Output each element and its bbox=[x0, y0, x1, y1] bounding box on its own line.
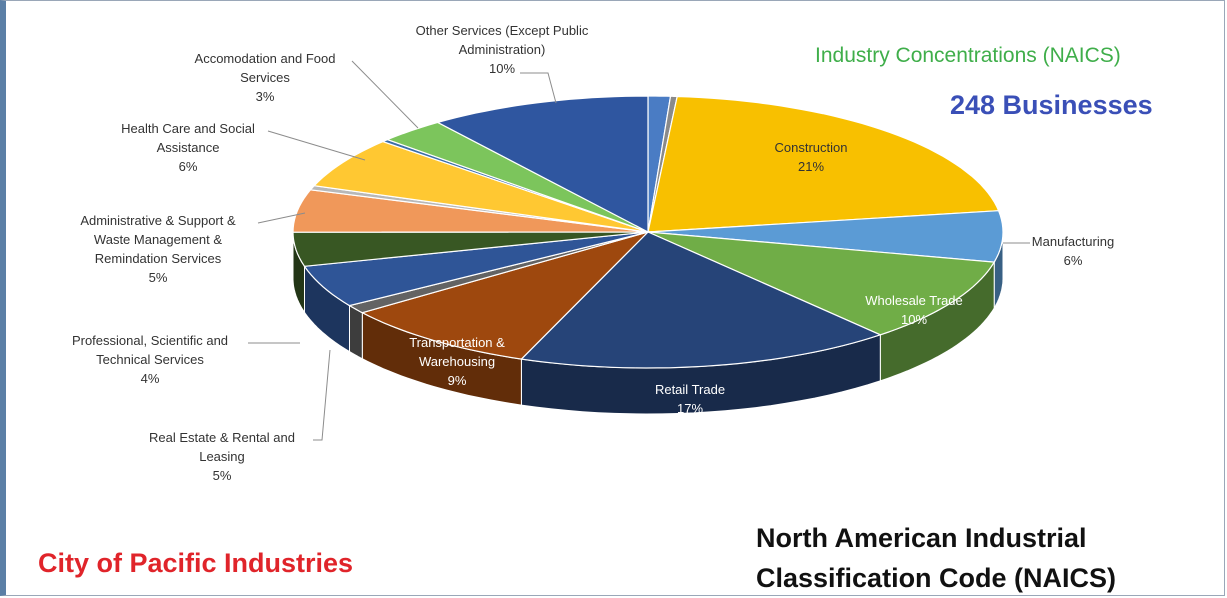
label-accomodation-food-line-1: Accomodation and Food bbox=[195, 51, 336, 66]
label-administrative-support-line-1: Administrative & Support & bbox=[80, 213, 236, 228]
label-other-services-line-2: Administration) bbox=[459, 42, 546, 57]
label-other-services-line-1: Other Services (Except Public bbox=[416, 23, 589, 38]
leader-line-accommodation bbox=[352, 61, 418, 128]
label-wholesale-trade-line-2: 10% bbox=[901, 312, 927, 327]
naics-heading-line2: Classification Code (NAICS) bbox=[756, 558, 1116, 598]
label-professional-services-line-3: 4% bbox=[141, 371, 160, 386]
label-wholesale-trade-line-1: Wholesale Trade bbox=[865, 293, 963, 308]
label-administrative-support-line-4: 5% bbox=[149, 270, 168, 285]
label-administrative-support-line-2: Waste Management & bbox=[94, 232, 222, 247]
label-retail-trade-line-1: Retail Trade bbox=[655, 382, 725, 397]
label-other-services-line-3: 10% bbox=[489, 61, 515, 76]
label-real-estate: Real Estate & Rental and Leasing 5% bbox=[149, 430, 295, 483]
pie-top-faces bbox=[293, 96, 1003, 368]
label-accomodation-food: Accomodation and Food Services 3% bbox=[195, 51, 336, 104]
label-transportation-warehousing-line-3: 9% bbox=[448, 373, 467, 388]
label-manufacturing-line-2: 6% bbox=[1064, 253, 1083, 268]
label-professional-services: Professional, Scientific and Technical Se… bbox=[72, 333, 228, 386]
label-real-estate-line-1: Real Estate & Rental and bbox=[149, 430, 295, 445]
leader-line-health bbox=[268, 131, 365, 160]
side-wall-minor-7 bbox=[350, 306, 363, 359]
label-real-estate-line-3: 5% bbox=[213, 468, 232, 483]
business-count-heading: 248 Businesses bbox=[950, 90, 1153, 121]
leader-line-other bbox=[520, 73, 556, 103]
city-industries-heading: City of Pacific Industries bbox=[38, 548, 353, 579]
label-other-services: Other Services (Except Public Administrat… bbox=[416, 23, 589, 76]
label-administrative-support-line-3: Remindation Services bbox=[95, 251, 222, 266]
label-professional-services-line-1: Professional, Scientific and bbox=[72, 333, 228, 348]
label-transportation-warehousing-line-2: Warehousing bbox=[419, 354, 495, 369]
label-accomodation-food-line-2: Services bbox=[240, 70, 290, 85]
label-health-care-line-3: 6% bbox=[179, 159, 198, 174]
label-manufacturing: Manufacturing 6% bbox=[1032, 234, 1114, 268]
label-construction-line-2: 21% bbox=[798, 159, 824, 174]
label-construction-line-1: Construction bbox=[775, 140, 848, 155]
industry-concentrations-heading: Industry Concentrations (NAICS) bbox=[815, 44, 1121, 68]
leader-line-realestate bbox=[313, 350, 330, 440]
label-transportation-warehousing-line-1: Transportation & bbox=[409, 335, 505, 350]
label-manufacturing-line-1: Manufacturing bbox=[1032, 234, 1114, 249]
label-real-estate-line-2: Leasing bbox=[199, 449, 245, 464]
naics-heading-line1: North American Industrial bbox=[756, 518, 1116, 558]
label-health-care-line-2: Assistance bbox=[157, 140, 220, 155]
label-health-care: Health Care and Social Assistance 6% bbox=[121, 121, 255, 174]
label-accomodation-food-line-3: 3% bbox=[256, 89, 275, 104]
label-health-care-line-1: Health Care and Social bbox=[121, 121, 255, 136]
label-administrative-support: Administrative & Support & Waste Manageme… bbox=[80, 213, 236, 285]
label-retail-trade-line-2: 17% bbox=[677, 401, 703, 416]
naics-heading: North American Industrial Classification… bbox=[756, 518, 1116, 598]
label-professional-services-line-2: Technical Services bbox=[96, 352, 204, 367]
